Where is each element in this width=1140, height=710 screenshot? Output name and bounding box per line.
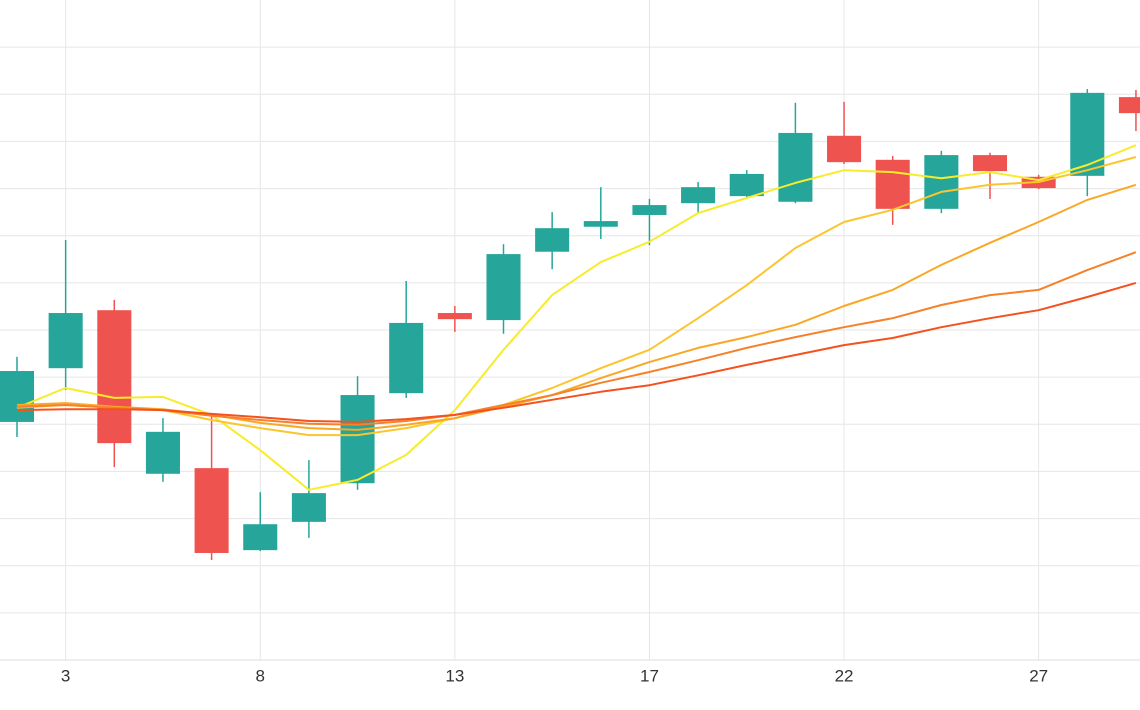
candle-body [1070, 92, 1105, 176]
candle-body [778, 132, 813, 202]
candle-body [875, 159, 910, 209]
candle-body [194, 468, 229, 553]
x-tick-label: 13 [445, 666, 464, 685]
candle-body [291, 493, 326, 522]
candle-body [243, 524, 278, 551]
x-tick-label: 17 [640, 666, 659, 685]
moving-average-line [16, 183, 1137, 431]
candle-body [97, 310, 132, 444]
candle-body [681, 187, 716, 204]
candle-body [486, 254, 521, 321]
candle-body [0, 371, 35, 422]
candle-body [924, 155, 959, 209]
x-tick-label: 3 [61, 666, 70, 685]
candle-body [145, 431, 180, 474]
moving-average-line [16, 156, 1137, 437]
moving-average-line [16, 281, 1137, 423]
candle-body [535, 228, 570, 252]
candle-body [827, 135, 862, 163]
moving-average-line [16, 251, 1137, 426]
candle-body [48, 313, 83, 369]
moving-average-line [16, 144, 1137, 491]
x-tick-label: 27 [1029, 666, 1048, 685]
candle-body [583, 221, 618, 227]
candle-body [437, 313, 472, 320]
candle-body [1118, 97, 1140, 114]
candle-body [340, 395, 375, 484]
candle-body [389, 322, 424, 394]
candle-body [729, 173, 764, 197]
x-tick-label: 8 [256, 666, 265, 685]
candle-body [632, 205, 667, 215]
candle-body [972, 155, 1008, 172]
x-tick-label: 22 [835, 666, 854, 685]
